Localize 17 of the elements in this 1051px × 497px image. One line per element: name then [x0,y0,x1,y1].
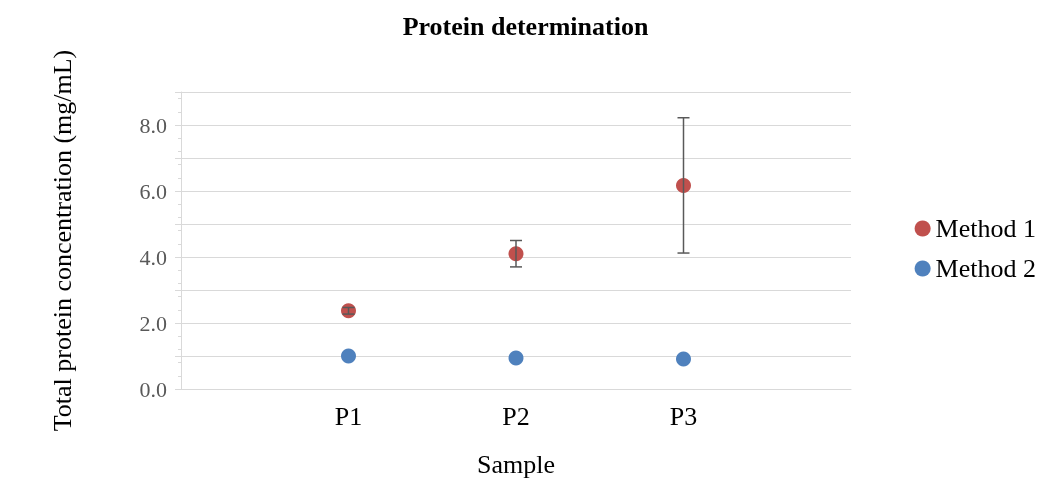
y-tick-label: 6.0 [139,178,167,204]
x-tick-label: P2 [502,401,530,431]
chart-title: Protein determination [402,11,649,41]
y-tick-label: 2.0 [139,310,167,336]
point [676,177,691,193]
point [676,351,691,367]
point [341,348,356,364]
legend-label: Method 2 [935,254,1037,283]
x-tick-label: P3 [669,401,698,431]
y-axis-title: Total protein concentration (mg/mL) [47,49,77,432]
x-axis-title: Sample [477,449,555,479]
legend-label: Method 1 [935,214,1037,243]
y-tick-label: 8.0 [139,112,167,138]
point [508,350,524,366]
y-tick-label: 0.0 [139,376,167,402]
y-tick-label: 4.0 [139,244,167,270]
x-tick-label: P1 [334,401,363,431]
